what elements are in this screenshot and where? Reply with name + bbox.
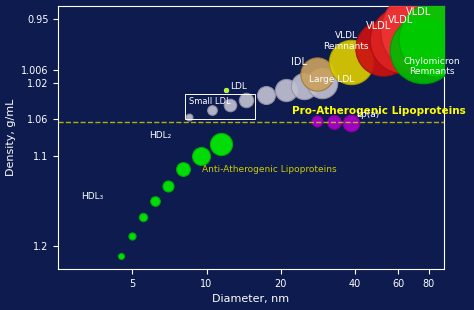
Text: HDL₃: HDL₃	[81, 192, 103, 201]
Point	[330, 119, 338, 124]
Point	[185, 115, 193, 120]
X-axis label: Diameter, nm: Diameter, nm	[212, 294, 290, 304]
Point	[432, 37, 440, 42]
Point	[301, 84, 308, 89]
Text: Anti-Atherogenic Lipoproteins: Anti-Atherogenic Lipoproteins	[202, 165, 337, 174]
Text: Chylomicron
Remnants: Chylomicron Remnants	[403, 57, 460, 76]
Point	[197, 153, 205, 158]
Text: Small LDL: Small LDL	[189, 97, 231, 106]
Text: VLDL: VLDL	[388, 15, 413, 25]
Y-axis label: Density, g/mL: Density, g/mL	[6, 99, 16, 176]
Text: HDL₂: HDL₂	[149, 131, 172, 140]
Point	[347, 120, 355, 125]
Point	[400, 38, 407, 42]
Point	[347, 60, 355, 64]
Text: Pro-Atherogenic Lipoproteins: Pro-Atherogenic Lipoproteins	[292, 106, 465, 116]
Point	[313, 71, 320, 76]
Text: VLDL: VLDL	[366, 21, 391, 31]
Text: Lp(a): Lp(a)	[356, 110, 379, 119]
Point	[313, 118, 320, 123]
Point	[118, 253, 125, 258]
Point	[128, 233, 136, 238]
Text: VLDL
Remnants: VLDL Remnants	[324, 31, 369, 51]
Point	[282, 88, 290, 93]
Point	[263, 92, 270, 97]
Point	[419, 48, 427, 53]
Point	[418, 29, 426, 33]
Text: VLDL: VLDL	[406, 7, 432, 17]
Text: LDL: LDL	[230, 82, 247, 91]
Point	[164, 184, 172, 189]
Point	[242, 98, 250, 103]
Point	[179, 167, 186, 172]
Point	[319, 80, 326, 85]
Point	[227, 102, 234, 107]
Point	[218, 141, 225, 146]
Text: Large LDL: Large LDL	[309, 75, 354, 84]
Text: IDL: IDL	[291, 57, 307, 67]
Point	[379, 46, 386, 51]
Point	[139, 215, 146, 220]
Point	[208, 108, 216, 113]
Point	[152, 198, 159, 203]
